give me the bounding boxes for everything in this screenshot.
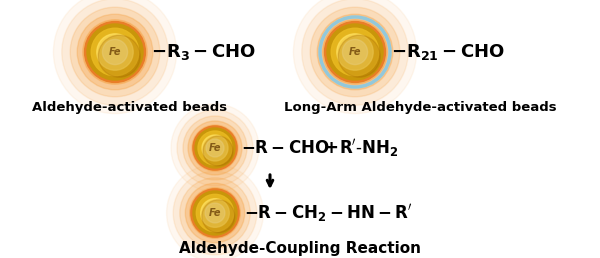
Circle shape: [205, 203, 225, 223]
Circle shape: [323, 20, 387, 84]
Text: $\mathbf{-R_{21}-CHO}$: $\mathbf{-R_{21}-CHO}$: [391, 42, 505, 62]
Circle shape: [171, 104, 259, 192]
Text: Fe: Fe: [349, 47, 361, 57]
Circle shape: [103, 39, 128, 64]
Circle shape: [196, 194, 234, 232]
Circle shape: [83, 20, 147, 84]
Text: $\mathbf{R'\text{-}NH_2}$: $\mathbf{R'\text{-}NH_2}$: [339, 137, 398, 159]
Circle shape: [97, 34, 133, 70]
Circle shape: [343, 39, 368, 64]
Circle shape: [70, 7, 160, 97]
Text: Fe: Fe: [109, 47, 121, 57]
Circle shape: [180, 178, 250, 248]
Circle shape: [167, 165, 263, 258]
Circle shape: [87, 24, 143, 80]
Circle shape: [202, 135, 228, 161]
Circle shape: [337, 34, 373, 70]
Circle shape: [317, 14, 393, 90]
Circle shape: [62, 0, 168, 105]
Circle shape: [302, 0, 408, 105]
Circle shape: [198, 131, 232, 165]
Circle shape: [77, 14, 153, 90]
Circle shape: [98, 35, 140, 77]
Circle shape: [190, 188, 240, 238]
Circle shape: [200, 199, 229, 227]
Text: Fe: Fe: [209, 143, 221, 153]
Text: Long-Arm Aldehyde-activated beads: Long-Arm Aldehyde-activated beads: [284, 101, 556, 115]
Text: $\mathbf{-R-CH_2-HN-R'}$: $\mathbf{-R-CH_2-HN-R'}$: [244, 202, 413, 224]
Circle shape: [327, 24, 383, 80]
Circle shape: [188, 121, 242, 175]
Circle shape: [173, 171, 257, 255]
Circle shape: [202, 200, 235, 233]
Circle shape: [192, 125, 238, 171]
Circle shape: [310, 7, 400, 97]
Circle shape: [206, 139, 224, 157]
Circle shape: [177, 110, 253, 186]
Circle shape: [193, 191, 237, 235]
Circle shape: [195, 128, 235, 168]
Circle shape: [185, 183, 245, 243]
Text: $\mathbf{+}$: $\mathbf{+}$: [323, 139, 338, 157]
Text: Fe: Fe: [209, 208, 221, 218]
Circle shape: [331, 28, 379, 76]
Text: $\mathbf{-R-CHO}$: $\mathbf{-R-CHO}$: [241, 139, 329, 157]
Circle shape: [203, 136, 233, 166]
Text: Aldehyde-Coupling Reaction: Aldehyde-Coupling Reaction: [179, 240, 421, 255]
Circle shape: [338, 35, 380, 77]
Circle shape: [293, 0, 416, 114]
Circle shape: [53, 0, 176, 114]
Circle shape: [183, 116, 247, 180]
Text: Aldehyde-activated beads: Aldehyde-activated beads: [32, 101, 227, 115]
Circle shape: [91, 28, 139, 76]
Text: $\mathbf{-R_3-CHO}$: $\mathbf{-R_3-CHO}$: [151, 42, 256, 62]
